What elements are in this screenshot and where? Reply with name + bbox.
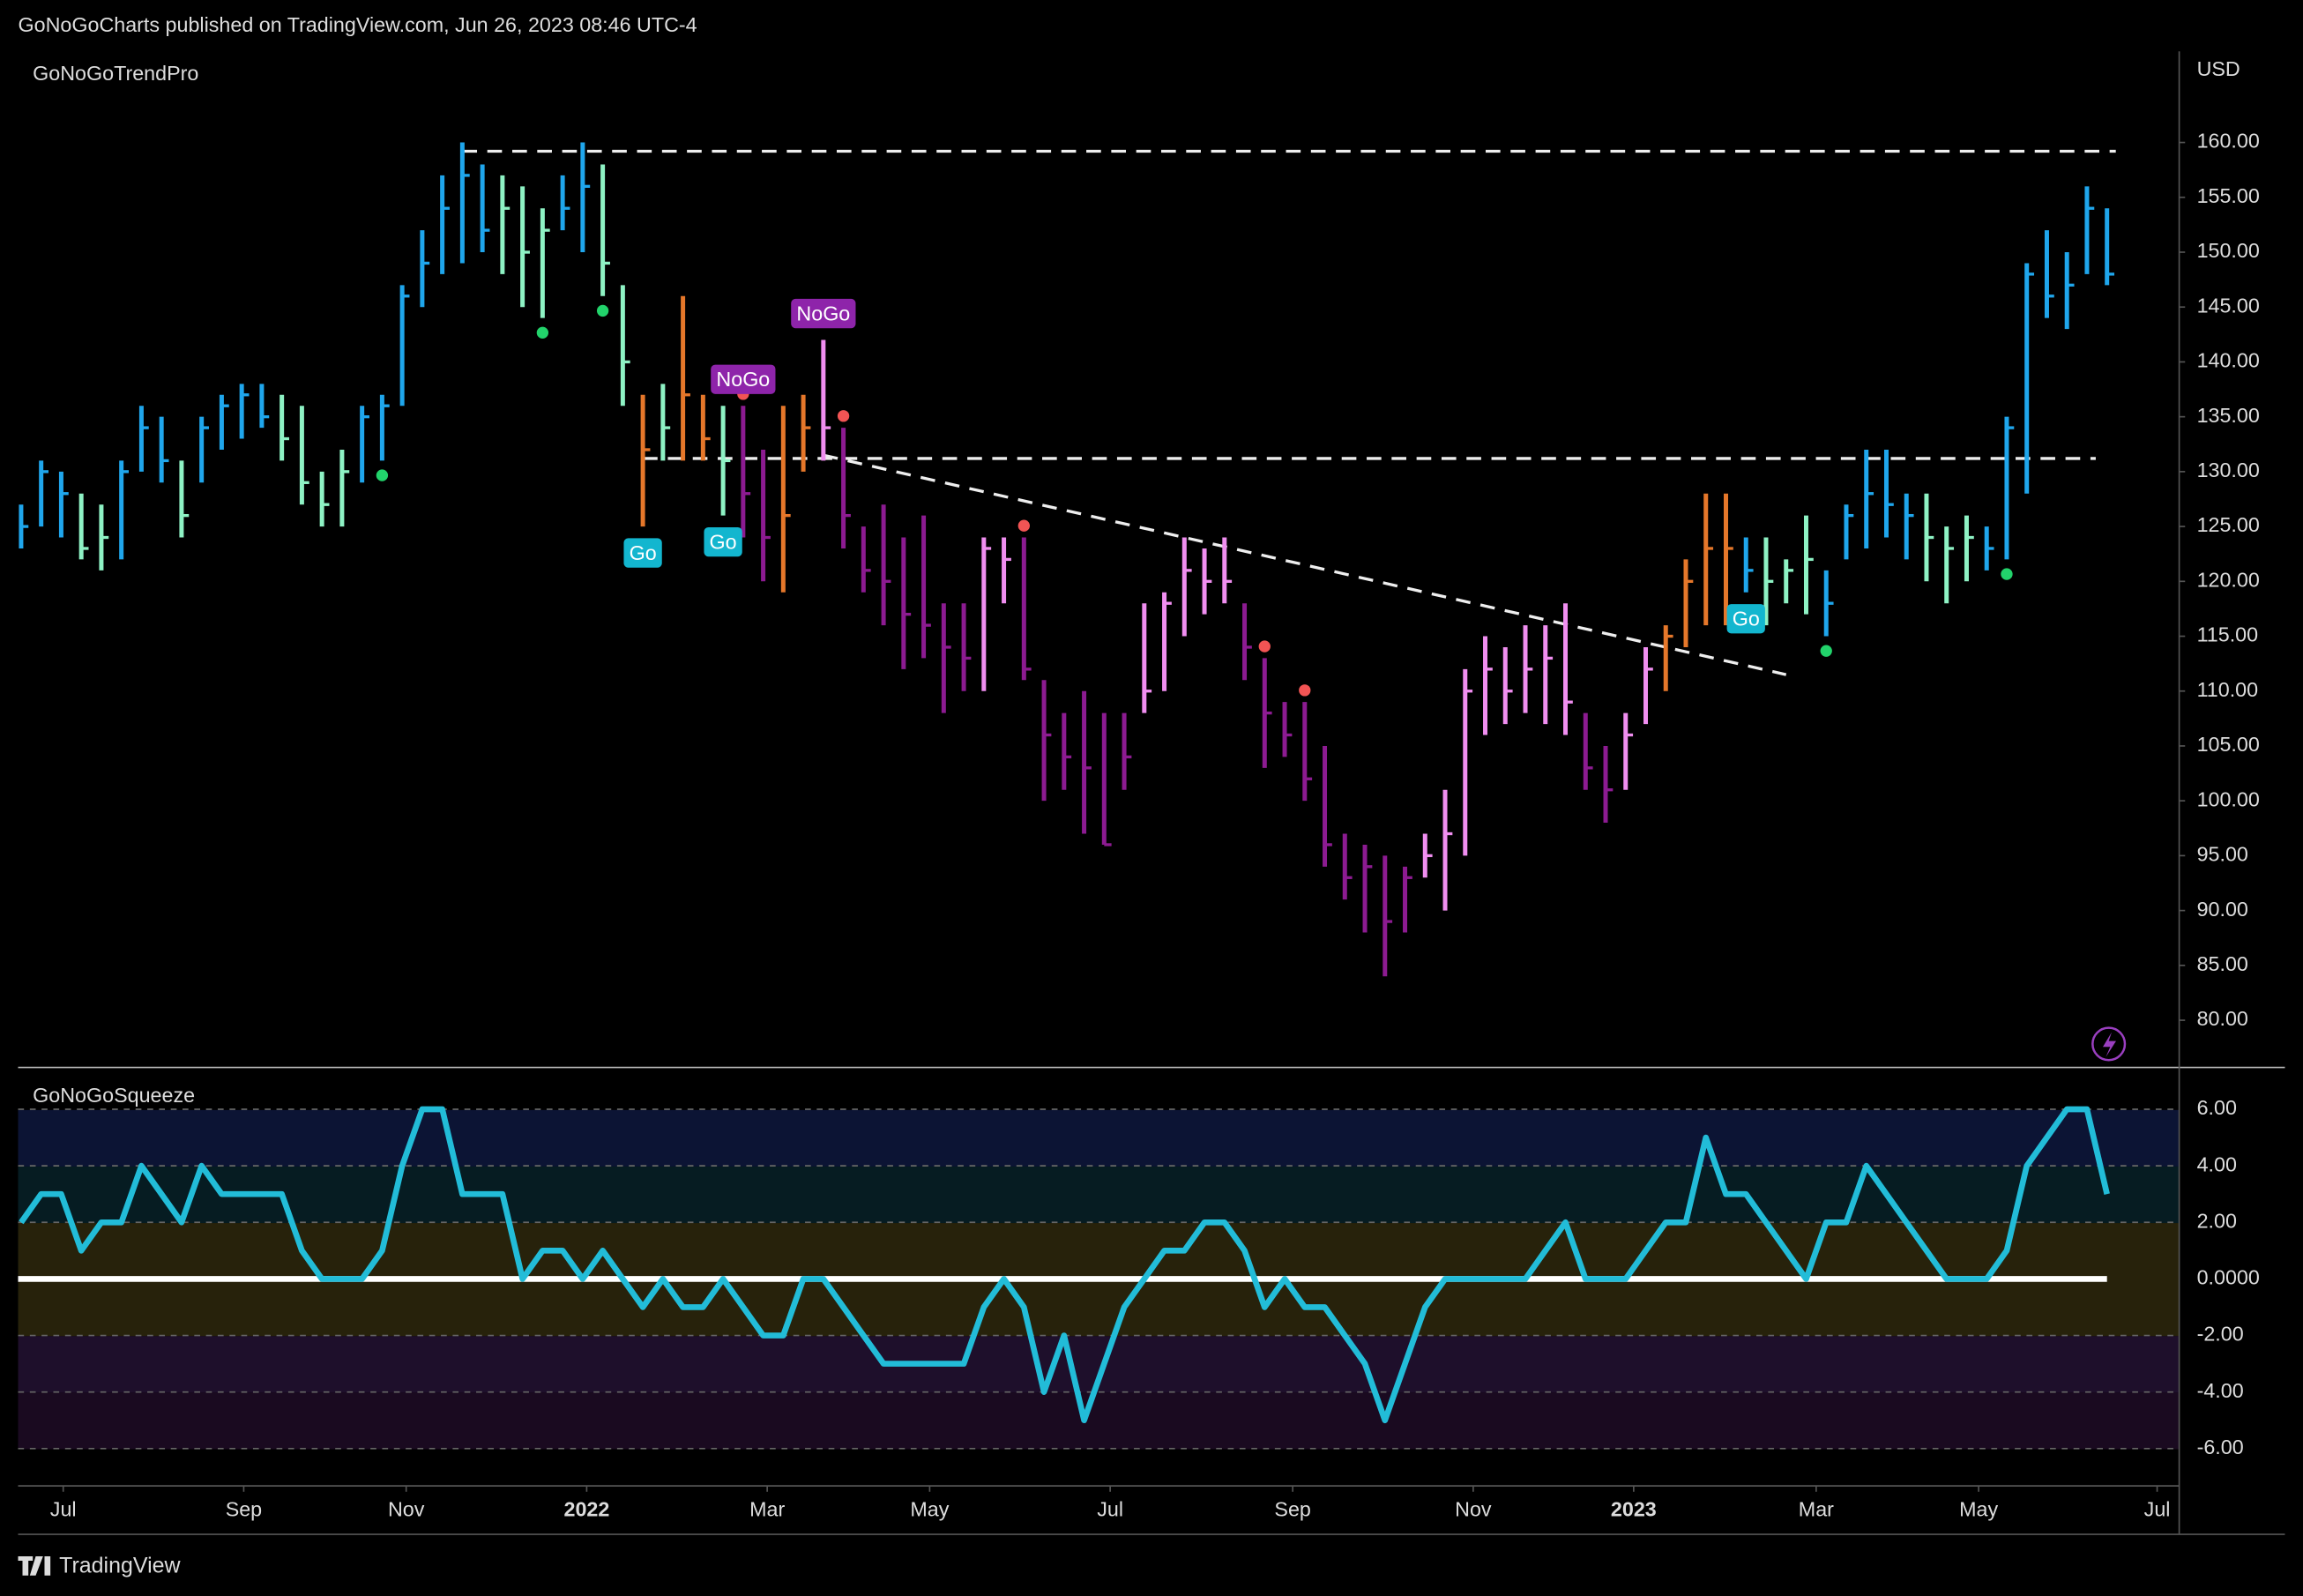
go-dot xyxy=(2001,568,2013,580)
y-tick-label: 90.00 xyxy=(2197,898,2248,921)
band-strong xyxy=(18,1109,2180,1167)
y-tick-label: 145.00 xyxy=(2197,294,2260,317)
replay-icon-bolt xyxy=(2103,1032,2116,1057)
y-tick-label: 4.00 xyxy=(2197,1152,2237,1175)
y-tick-label: 100.00 xyxy=(2197,787,2260,810)
pane-title: GoNoGoSqueeze xyxy=(33,1084,195,1107)
x-tick-label: Sep xyxy=(1274,1498,1310,1521)
x-tick-label: Jul xyxy=(50,1498,77,1521)
nogo-dot xyxy=(1299,684,1311,697)
x-tick-label: Jul xyxy=(2144,1498,2171,1521)
nogo-label-box xyxy=(711,364,776,394)
x-tick-label: Sep xyxy=(226,1498,262,1521)
y-tick-label: 140.00 xyxy=(2197,349,2260,372)
y-tick-label: 125.00 xyxy=(2197,513,2260,536)
x-tick-label: Nov xyxy=(388,1498,425,1521)
y-tick-label: 105.00 xyxy=(2197,733,2260,756)
y-tick-label: -4.00 xyxy=(2197,1379,2244,1402)
y-tick-label: 135.00 xyxy=(2197,404,2260,427)
go-label-box xyxy=(623,538,662,568)
y-tick-label: -6.00 xyxy=(2197,1436,2244,1458)
y-tick-label: 0.0000 xyxy=(2197,1266,2260,1289)
y-tick-label: 85.00 xyxy=(2197,952,2248,975)
nogo-dot xyxy=(1258,640,1271,653)
nogo-dot xyxy=(837,410,850,422)
go-label-box xyxy=(1726,604,1765,634)
go-label-box xyxy=(704,526,742,557)
go-dot xyxy=(536,326,549,339)
band-high xyxy=(18,1166,2180,1224)
nogo-dot xyxy=(1017,519,1030,532)
pane-title: GoNoGoTrendPro xyxy=(33,62,198,85)
x-tick-label: 2023 xyxy=(1611,1498,1657,1521)
y-tick-label: 150.00 xyxy=(2197,239,2260,262)
y-tick-label: 130.00 xyxy=(2197,459,2260,481)
y-tick-label: 160.00 xyxy=(2197,130,2260,153)
y-tick-label: 2.00 xyxy=(2197,1209,2237,1232)
x-tick-label: May xyxy=(910,1498,949,1521)
y-tick-label: 120.00 xyxy=(2197,568,2260,591)
y-tick-label: 80.00 xyxy=(2197,1007,2248,1030)
go-label: Go xyxy=(710,530,737,553)
go-label: Go xyxy=(630,541,657,564)
x-tick-label: Jul xyxy=(1097,1498,1123,1521)
go-dot xyxy=(1820,645,1832,657)
nogo-label-box xyxy=(791,298,856,329)
band-weak xyxy=(18,1392,2180,1450)
tv-logo xyxy=(18,1556,51,1576)
x-tick-label: Nov xyxy=(1455,1498,1492,1521)
nogo-label: NoGo xyxy=(716,368,770,391)
publish-note: GoNoGoCharts published on TradingView.co… xyxy=(19,13,697,36)
x-tick-label: Mar xyxy=(749,1498,785,1521)
y-tick-label: 155.00 xyxy=(2197,184,2260,207)
y-tick-label: 6.00 xyxy=(2197,1096,2237,1119)
x-tick-label: May xyxy=(1959,1498,1998,1521)
y-tick-label: 115.00 xyxy=(2197,623,2259,646)
y-tick-label: 110.00 xyxy=(2197,678,2259,701)
y-tick-label: 95.00 xyxy=(2197,843,2248,866)
go-dot xyxy=(376,469,389,481)
squeeze-line xyxy=(19,1106,2110,1424)
replay-icon[interactable] xyxy=(2091,1026,2127,1062)
nogo-label: NoGo xyxy=(796,302,850,324)
brand: TradingView xyxy=(59,1553,181,1577)
go-dot xyxy=(596,304,609,317)
y-tick-label: -2.00 xyxy=(2197,1323,2244,1346)
go-label: Go xyxy=(1733,608,1760,630)
x-tick-label: 2022 xyxy=(564,1498,610,1521)
currency: USD xyxy=(2197,57,2240,80)
x-tick-label: Mar xyxy=(1799,1498,1834,1521)
